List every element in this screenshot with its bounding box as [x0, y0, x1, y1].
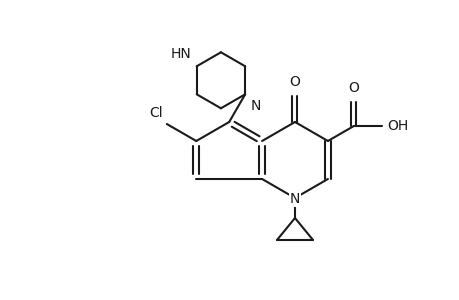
Text: HN: HN [171, 47, 191, 61]
Text: OH: OH [386, 119, 408, 133]
Text: O: O [289, 75, 300, 89]
Text: N: N [289, 192, 300, 206]
Text: N: N [250, 99, 260, 113]
Text: Cl: Cl [149, 106, 162, 120]
Text: O: O [348, 81, 358, 95]
